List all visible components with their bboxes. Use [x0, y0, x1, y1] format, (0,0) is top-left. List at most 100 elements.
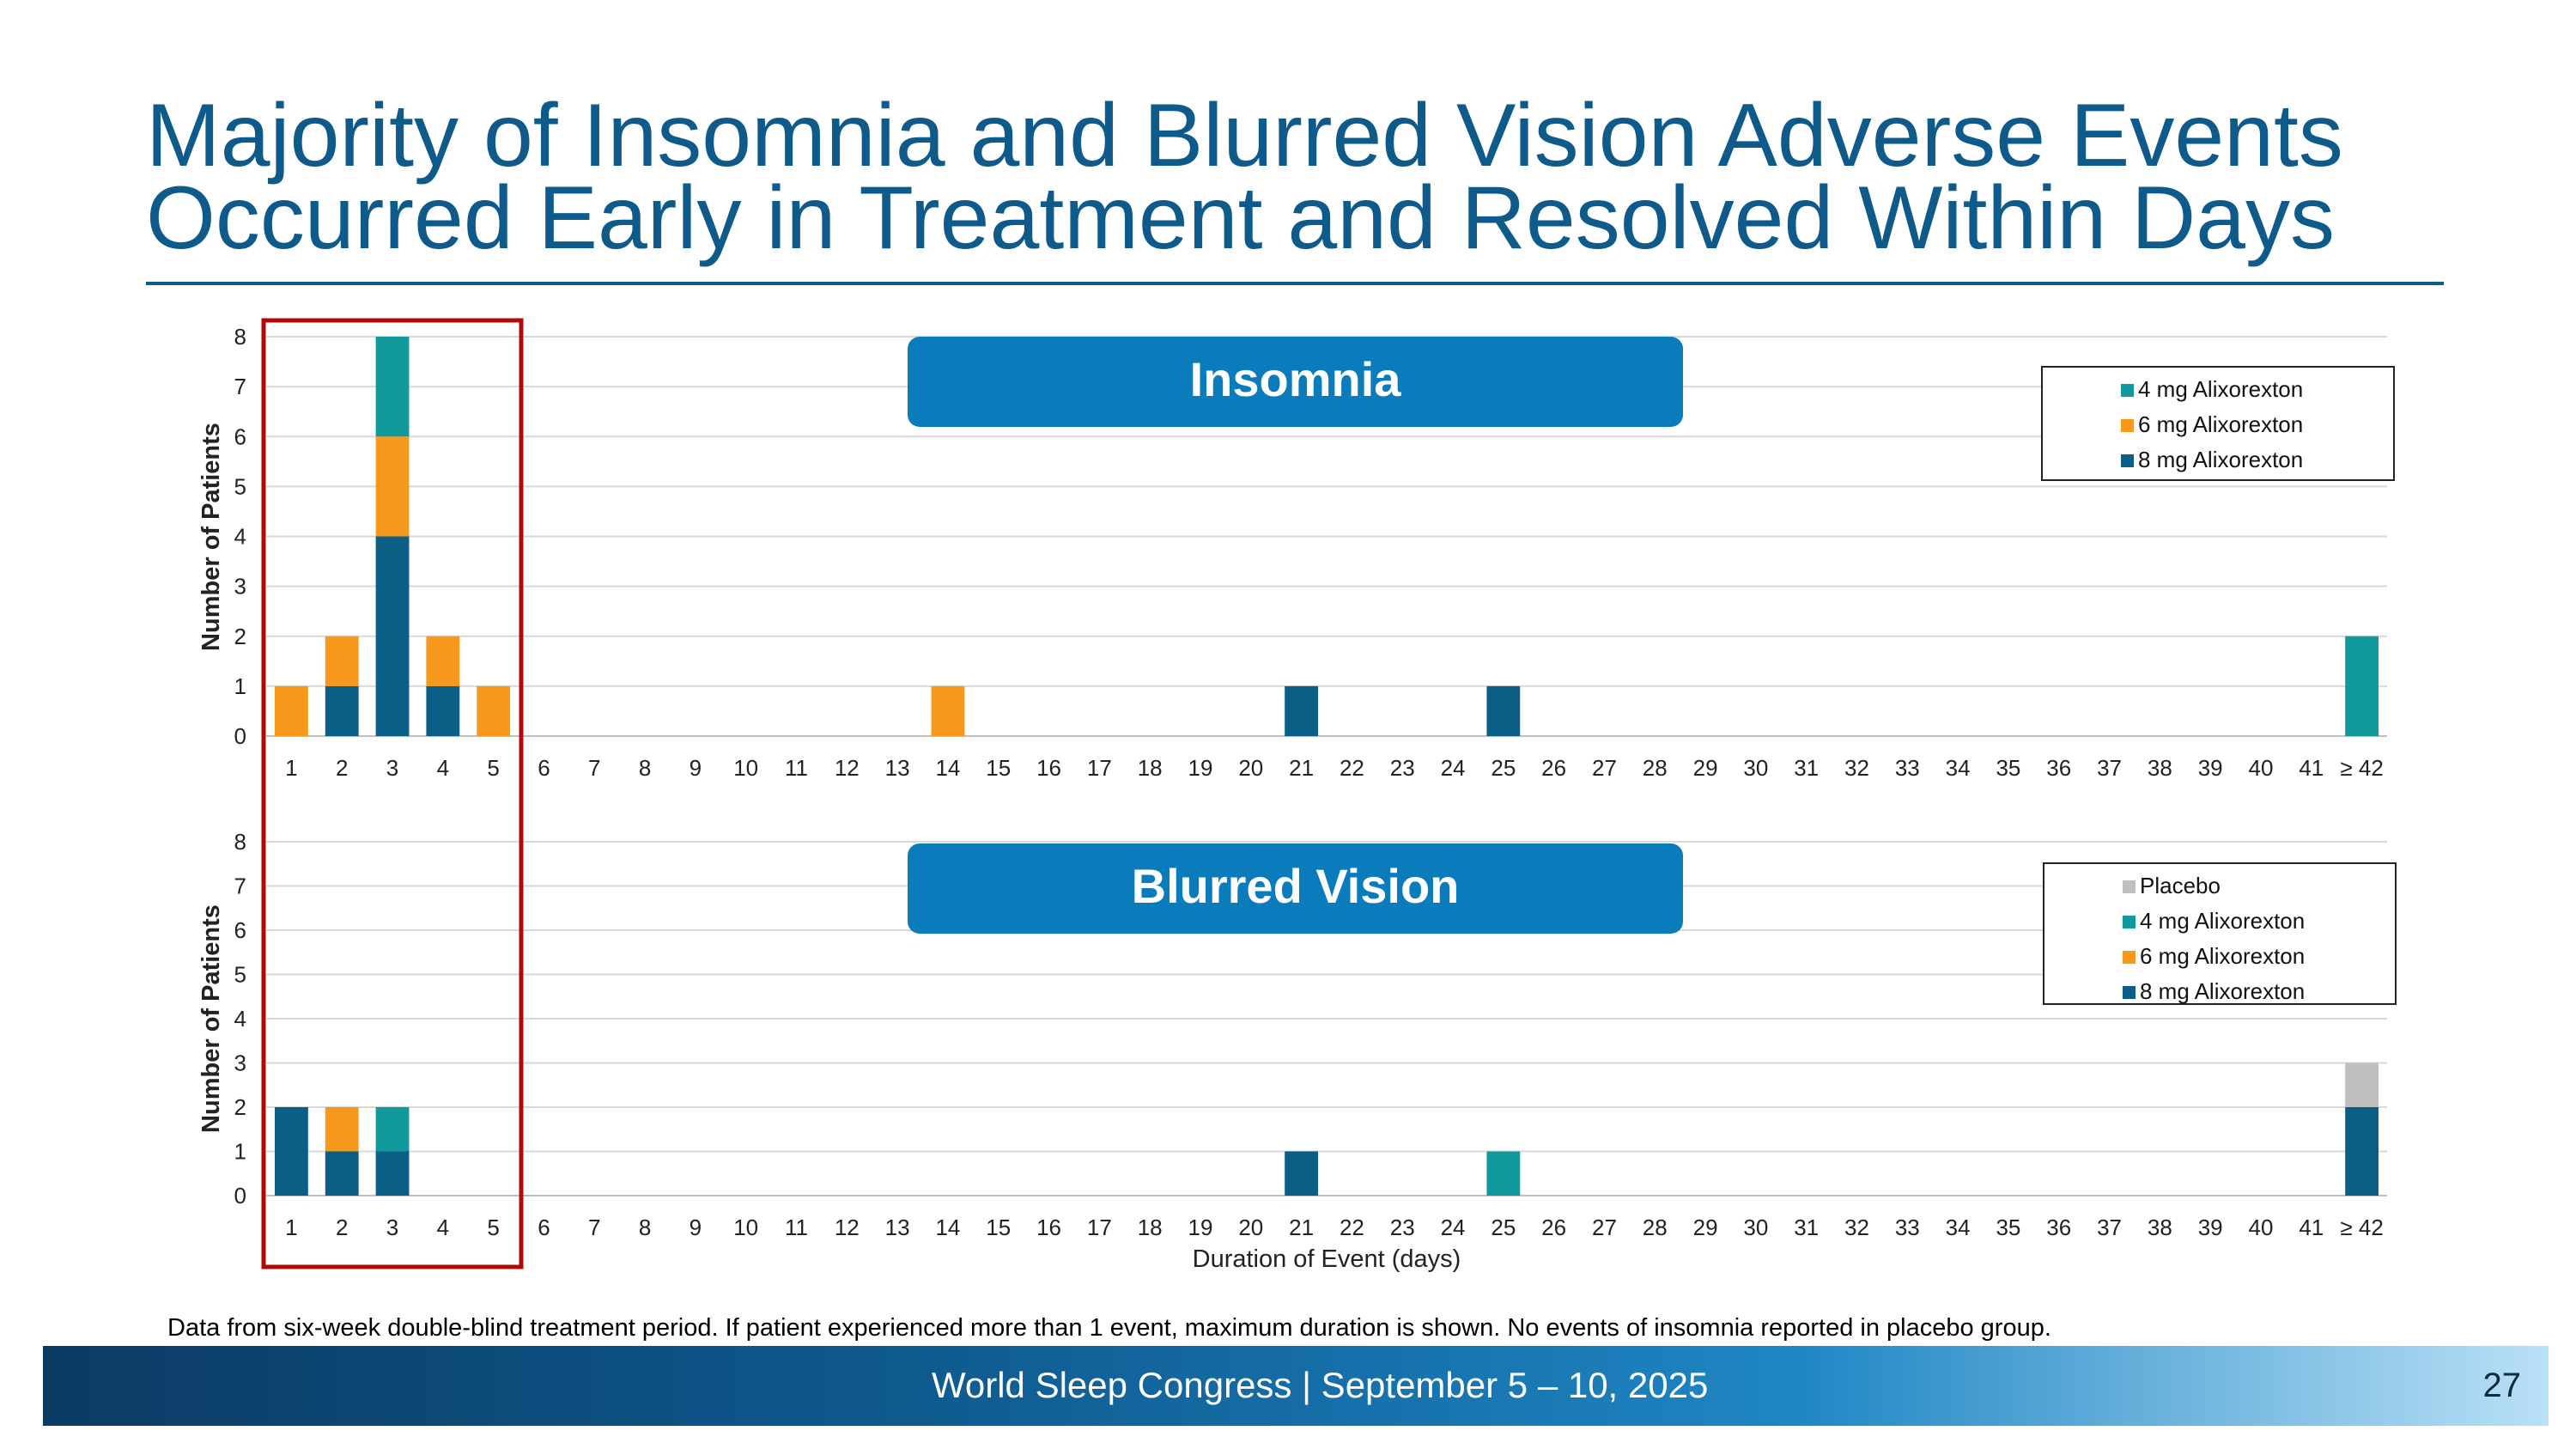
insomnia-legend-label: 4 mg Alixorexton: [2138, 376, 2303, 402]
blurred-vision-y-tick-label: 2: [234, 1094, 246, 1120]
blurred-vision-legend-swatch: [2123, 986, 2136, 999]
insomnia-x-tick-label: 19: [1188, 755, 1213, 781]
title-divider: [146, 282, 2444, 285]
blurred-vision-x-tick-label: 3: [386, 1215, 398, 1240]
blurred-vision-x-tick-label: 23: [1390, 1215, 1415, 1240]
insomnia-x-tick-label: 33: [1895, 755, 1920, 781]
insomnia-x-tick-label: 29: [1693, 755, 1718, 781]
blurred-vision-panel-label-bg: [908, 843, 1683, 934]
insomnia-x-tick-label: 37: [2097, 755, 2122, 781]
insomnia-y-tick-label: 8: [234, 324, 246, 350]
insomnia-y-tick-label: 1: [234, 673, 246, 699]
insomnia-x-tick-label: 16: [1036, 755, 1061, 781]
insomnia-x-tick-label: 11: [785, 755, 808, 781]
insomnia-legend-label: 6 mg Alixorexton: [2138, 411, 2303, 437]
blurred-vision-x-tick-label: 25: [1491, 1215, 1516, 1240]
insomnia-bar-dose_6mg-day-2: [325, 636, 359, 686]
insomnia-x-tick-label: 8: [639, 755, 651, 781]
insomnia-y-tick-label: 4: [234, 524, 246, 550]
insomnia-y-axis-title: Number of Patients: [197, 423, 225, 651]
insomnia-x-tick-label: 23: [1390, 755, 1415, 781]
insomnia-x-tick-label: 30: [1743, 755, 1768, 781]
blurred-vision-legend-label: 8 mg Alixorexton: [2140, 978, 2305, 1004]
blurred-vision-legend-box: [2043, 862, 2397, 1005]
blurred-vision-x-tick-label: 12: [835, 1215, 860, 1240]
blurred-vision-x-tick-label: 40: [2249, 1215, 2274, 1240]
insomnia-x-tick-label: 38: [2148, 755, 2172, 781]
insomnia-legend-swatch: [2121, 454, 2134, 467]
blurred-vision-bar-dose_4mg-day-3: [375, 1107, 410, 1152]
insomnia-x-tick-label: 3: [386, 755, 398, 781]
blurred-vision-x-tick-label: 1: [285, 1215, 297, 1240]
insomnia-x-tick-label: 4: [437, 755, 449, 781]
blurred-vision-bar-dose_8mg-day-3: [375, 1151, 410, 1196]
blurred-vision-bar-dose_6mg-day-2: [325, 1107, 359, 1152]
insomnia-x-tick-label: 5: [487, 755, 499, 781]
insomnia-bar-dose_6mg-day-5: [477, 685, 511, 736]
blurred-vision-x-tick-label: 24: [1441, 1215, 1466, 1240]
insomnia-x-tick-label: 22: [1340, 755, 1364, 781]
insomnia-x-tick-label: 41: [2299, 755, 2324, 781]
blurred-vision-x-tick-label: 15: [986, 1215, 1011, 1240]
insomnia-x-tick-label: 1: [285, 755, 297, 781]
insomnia-legend-swatch: [2121, 384, 2134, 397]
blurred-vision-legend-swatch: [2123, 880, 2136, 893]
blurred-vision-x-tick-label: 17: [1087, 1215, 1112, 1240]
insomnia-bar-dose_8mg-day-25: [1486, 685, 1521, 736]
insomnia-x-tick-label: 28: [1643, 755, 1668, 781]
insomnia-y-tick-label: 6: [234, 423, 246, 449]
insomnia-y-tick-label: 2: [234, 624, 246, 649]
insomnia-x-tick-label: 26: [1541, 755, 1566, 781]
blurred-vision-x-tick-label: 32: [1844, 1215, 1869, 1240]
blurred-vision-x-tick-label: 16: [1036, 1215, 1061, 1240]
slide-title: Majority of Insomnia and Blurred Vision …: [146, 86, 2464, 268]
insomnia-x-tick-label: 7: [588, 755, 600, 781]
blurred-vision-y-tick-label: 1: [234, 1139, 246, 1165]
insomnia-bar-dose_4mg-day-3: [375, 337, 410, 437]
footer-bar: World Sleep Congress | September 5 – 10,…: [43, 1346, 2549, 1426]
insomnia-x-tick-label: 25: [1491, 755, 1516, 781]
blurred-vision-x-tick-label: 13: [885, 1215, 910, 1240]
insomnia-y-tick-label: 0: [234, 723, 246, 749]
slide-title-line-1: Majority of Insomnia and Blurred Vision …: [146, 86, 2343, 186]
blurred-vision-x-tick-label: 38: [2148, 1215, 2172, 1240]
blurred-vision-x-tick-label: 22: [1340, 1215, 1364, 1240]
blurred-vision-x-tick-label: 4: [437, 1215, 449, 1240]
blurred-vision-panel-label: Blurred Vision: [1132, 859, 1460, 913]
insomnia-x-tick-label: 18: [1138, 755, 1163, 781]
blurred-vision-x-tick-label: 26: [1541, 1215, 1566, 1240]
insomnia-bar-dose_4mg-day-42: [2345, 636, 2379, 736]
insomnia-bar-dose_6mg-day-14: [931, 685, 965, 736]
slide-title-line-2: Occurred Early in Treatment and Resolved…: [146, 168, 2336, 268]
insomnia-bar-dose_6mg-day-1: [274, 685, 308, 736]
insomnia-x-tick-label: 24: [1441, 755, 1466, 781]
blurred-vision-y-tick-label: 8: [234, 829, 246, 855]
insomnia-x-tick-label: 34: [1946, 755, 1971, 781]
blurred-vision-x-tick-label: 39: [2198, 1215, 2223, 1240]
blurred-vision-x-tick-label: 41: [2299, 1215, 2324, 1240]
blurred-vision-x-tick-label: 31: [1794, 1215, 1819, 1240]
page-number: 27: [2482, 1367, 2522, 1404]
insomnia-bar-dose_8mg-day-2: [325, 685, 359, 736]
insomnia-bar-dose_8mg-day-3: [375, 536, 410, 736]
blurred-vision-y-tick-label: 3: [234, 1050, 246, 1076]
blurred-vision-x-tick-label: 14: [935, 1215, 960, 1240]
blurred-vision-legend-label: 6 mg Alixorexton: [2140, 943, 2305, 969]
insomnia-x-tick-label: 17: [1087, 755, 1112, 781]
blurred-vision-y-tick-label: 7: [234, 874, 246, 899]
blurred-vision-y-tick-label: 4: [234, 1006, 246, 1032]
insomnia-x-tick-label: 27: [1592, 755, 1617, 781]
blurred-vision-x-tick-label: 5: [487, 1215, 499, 1240]
blurred-vision-y-tick-label: 5: [234, 962, 246, 988]
blurred-vision-x-tick-label: 7: [588, 1215, 600, 1240]
insomnia-legend-label: 8 mg Alixorexton: [2138, 447, 2303, 472]
blurred-vision-bar-dose_8mg-day-42: [2345, 1107, 2379, 1196]
blurred-vision-bar-dose_8mg-day-21: [1285, 1151, 1319, 1196]
blurred-vision-bar-placebo-day-42: [2345, 1062, 2379, 1107]
insomnia-x-tick-label: 9: [690, 755, 702, 781]
insomnia-x-tick-label: 10: [733, 755, 758, 781]
insomnia-x-tick-label: 32: [1844, 755, 1869, 781]
blurred-vision-x-tick-label: 27: [1592, 1215, 1617, 1240]
insomnia-panel-label-bg: [908, 337, 1683, 427]
